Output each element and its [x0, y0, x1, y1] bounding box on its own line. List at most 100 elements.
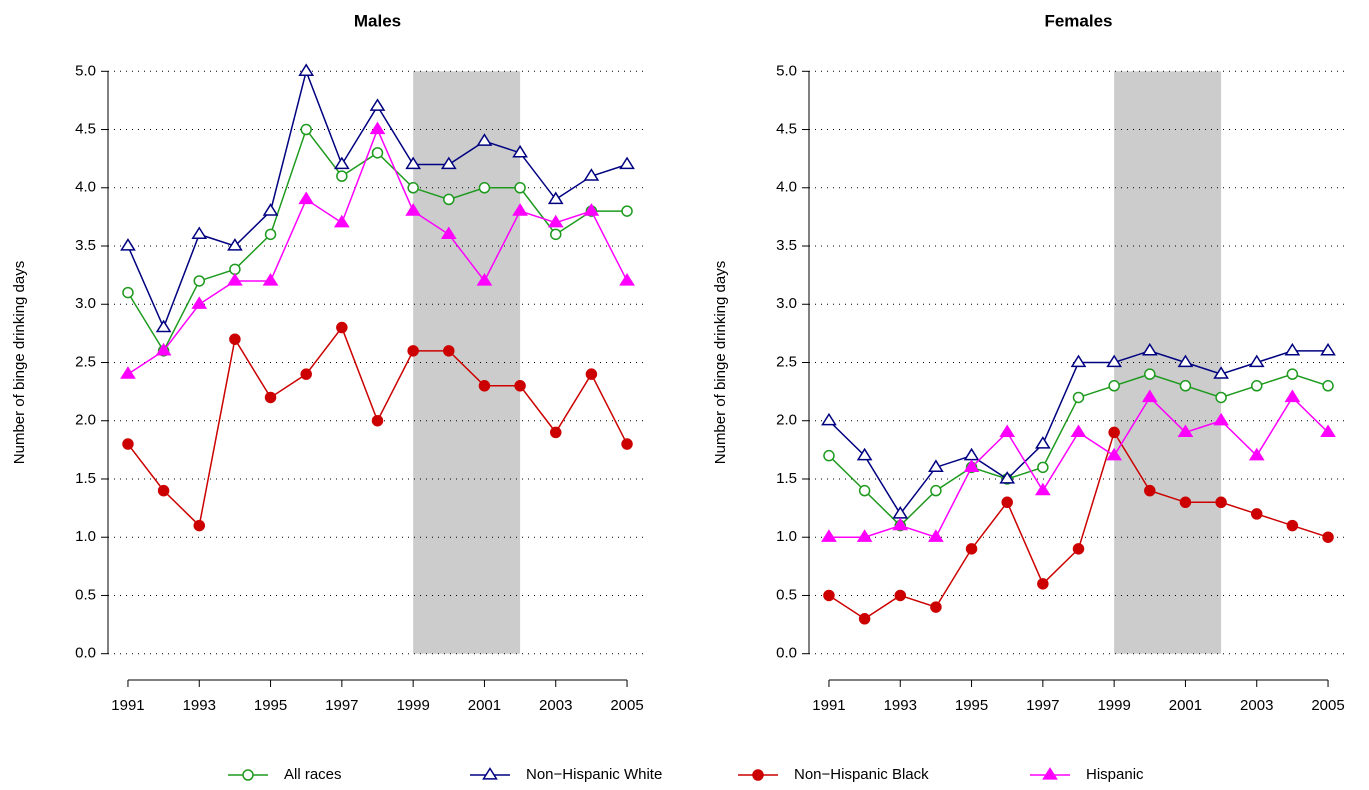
marker — [1248, 354, 1265, 368]
y-tick-label: 0.5 — [75, 586, 96, 603]
marker — [621, 205, 633, 217]
marker — [1177, 424, 1194, 438]
y-tick-label: 0.0 — [776, 645, 797, 662]
marker — [298, 63, 315, 76]
x-tick-label: 2005 — [1311, 697, 1344, 714]
marker — [930, 484, 942, 497]
marker — [621, 438, 633, 450]
marker — [298, 191, 315, 205]
marker — [1034, 436, 1051, 449]
x-tick-label: 2001 — [468, 697, 501, 714]
marker — [1144, 368, 1156, 380]
marker — [1108, 380, 1120, 392]
marker — [963, 459, 980, 472]
marker — [1037, 461, 1049, 474]
marker — [928, 459, 944, 472]
marker — [371, 147, 384, 159]
marker — [1284, 342, 1301, 356]
marker — [262, 203, 279, 216]
marker — [999, 471, 1016, 484]
marker — [1141, 342, 1158, 356]
x-tick-label: 1997 — [1026, 697, 1059, 714]
legend-label: All races — [284, 766, 342, 783]
y-tick-label: 5.0 — [776, 62, 797, 79]
marker — [1072, 391, 1085, 404]
marker — [999, 424, 1016, 438]
legend-label: Non−Hispanic White — [526, 766, 662, 783]
x-tick-label: 1995 — [955, 697, 988, 714]
marker — [120, 366, 136, 379]
marker — [1322, 380, 1334, 392]
marker — [856, 447, 873, 461]
marker — [120, 238, 136, 251]
marker — [1072, 543, 1085, 555]
marker — [300, 368, 312, 380]
shaded-period — [1114, 71, 1222, 654]
legend-label: Hispanic — [1086, 766, 1144, 783]
shaded-period — [413, 71, 521, 654]
marker — [1213, 412, 1229, 426]
y-tick-label: 1.5 — [75, 470, 96, 487]
marker — [264, 228, 277, 241]
marker — [443, 193, 455, 206]
marker — [229, 263, 241, 276]
y-tick-label: 0.5 — [776, 586, 797, 603]
x-tick-label: 1997 — [325, 697, 358, 714]
marker — [547, 214, 564, 228]
x-tick-label: 1993 — [884, 697, 917, 714]
marker — [1179, 496, 1192, 509]
marker — [1286, 368, 1299, 380]
x-tick-label: 1999 — [396, 697, 429, 714]
marker — [858, 613, 871, 625]
y-tick-label: 4.5 — [776, 121, 797, 138]
x-tick-label: 2005 — [610, 697, 643, 714]
x-tick-label: 2003 — [1240, 697, 1273, 714]
marker — [478, 182, 491, 194]
marker — [823, 589, 835, 602]
y-tick-label: 3.0 — [776, 295, 797, 312]
marker — [191, 226, 208, 240]
marker — [1284, 389, 1301, 403]
legend-marker — [482, 767, 498, 780]
marker — [191, 296, 208, 309]
y-tick-label: 4.0 — [776, 179, 797, 196]
marker — [122, 286, 134, 299]
marker — [371, 414, 384, 427]
x-tick-label: 1991 — [812, 697, 845, 714]
marker — [1108, 426, 1120, 439]
y-tick-label: 4.5 — [75, 121, 96, 138]
marker — [549, 426, 562, 439]
marker — [264, 391, 277, 404]
marker — [405, 156, 422, 170]
marker — [514, 182, 526, 194]
marker — [369, 98, 386, 111]
marker — [1213, 366, 1229, 379]
y-tick-label: 3.0 — [75, 295, 96, 312]
marker — [478, 380, 491, 392]
marker — [1215, 391, 1227, 404]
marker — [155, 342, 172, 356]
marker — [821, 529, 837, 542]
marker — [549, 228, 562, 241]
marker — [1070, 354, 1087, 368]
marker — [229, 333, 241, 345]
marker — [440, 156, 457, 170]
marker — [1250, 380, 1263, 392]
marker — [856, 529, 873, 542]
legend-marker — [752, 769, 764, 781]
chart-title: Males — [354, 11, 401, 30]
x-tick-label: 1991 — [111, 697, 144, 714]
marker — [1106, 354, 1123, 368]
marker — [193, 275, 206, 287]
marker — [440, 226, 457, 240]
marker — [512, 203, 528, 216]
y-tick-label: 2.5 — [776, 353, 797, 370]
marker — [1215, 496, 1227, 509]
marker — [1320, 342, 1336, 356]
marker — [122, 438, 134, 450]
marker — [514, 380, 526, 392]
marker — [1106, 447, 1123, 461]
marker — [443, 345, 455, 357]
marker — [1144, 484, 1156, 497]
